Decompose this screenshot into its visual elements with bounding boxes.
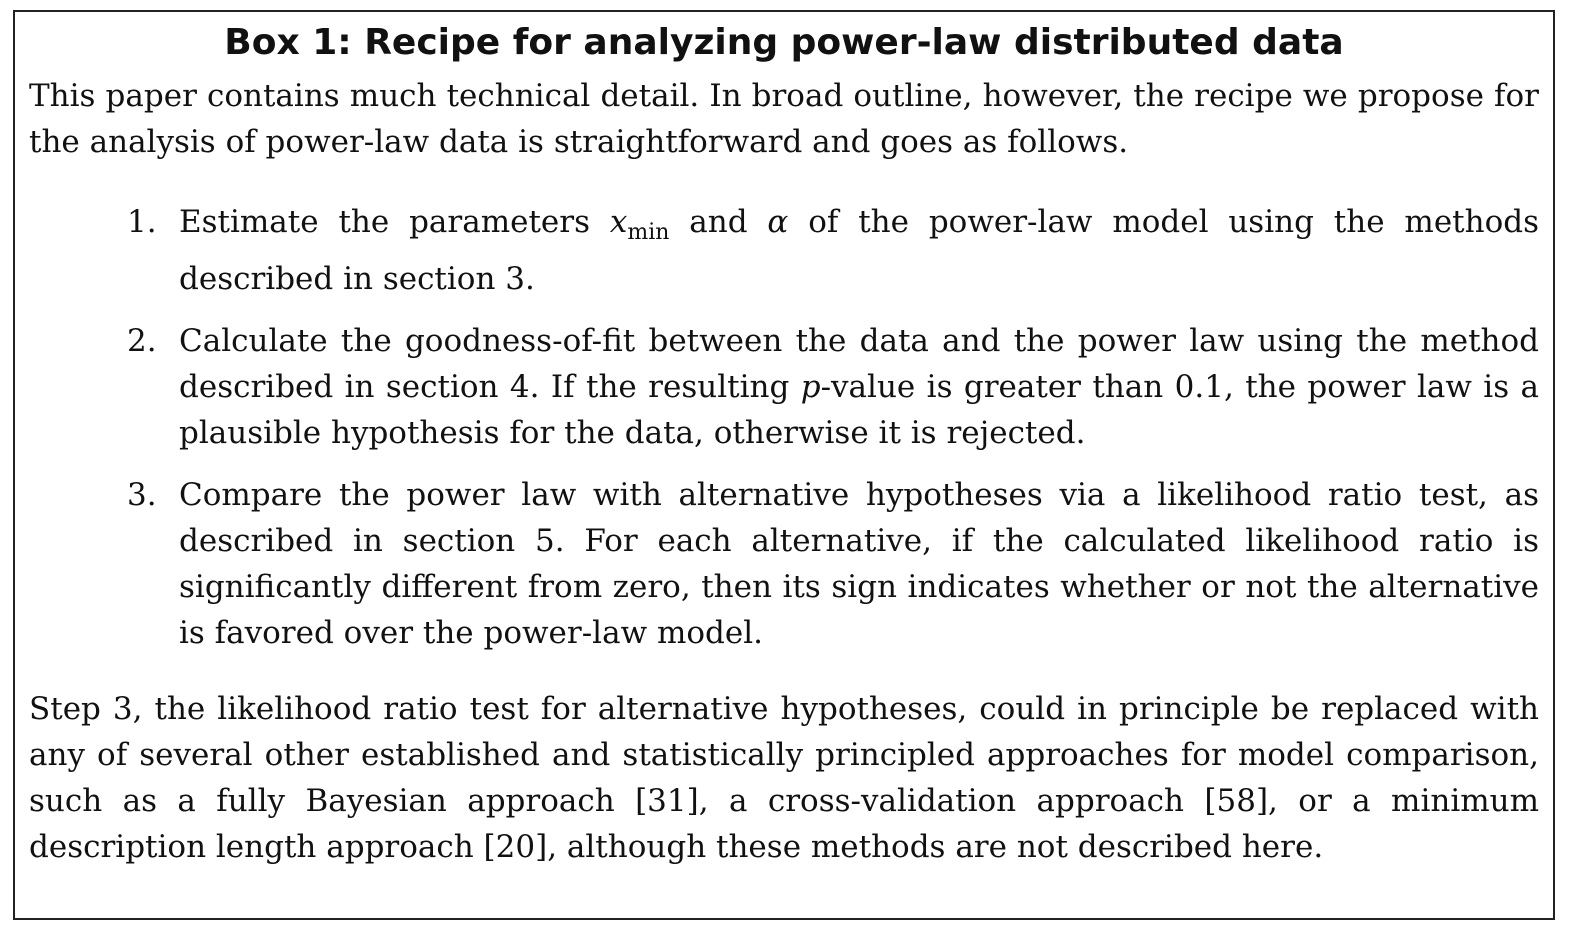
intro-paragraph: This paper contains much technical detai… — [29, 78, 1539, 160]
step-text: Calculate the goodness-of-fit between th… — [179, 318, 1539, 456]
step-text-segment: of the power-law model using the methods… — [179, 204, 1540, 297]
xmin-subscript: min — [627, 220, 670, 245]
list-item: 3. Compare the power law with alternativ… — [29, 472, 1539, 656]
step-text-segment: Estimate the parameters — [179, 204, 610, 240]
p-symbol: p — [800, 369, 821, 405]
step-number: 3. — [127, 477, 157, 513]
recipe-box: Box 1: Recipe for analyzing power-law di… — [13, 10, 1555, 920]
step-text: Estimate the parameters xmin and α of th… — [179, 199, 1539, 302]
xmin-variable: x — [609, 204, 628, 240]
step-text-segment: Calculate the goodness-of-fit between th… — [179, 323, 1539, 405]
list-item: 1. Estimate the parameters xmin and α of… — [29, 199, 1539, 302]
step-text: Compare the power law with alternative h… — [179, 477, 1539, 651]
closing-paragraph: Step 3, the likelihood ratio test for al… — [29, 691, 1539, 865]
alpha-symbol: α — [767, 204, 789, 240]
list-item: 2. Calculate the goodness-of-fit between… — [29, 318, 1539, 456]
step-number: 1. — [127, 204, 157, 240]
step-number: 2. — [127, 323, 157, 359]
steps-list: 1. Estimate the parameters xmin and α of… — [29, 199, 1539, 656]
step-text-segment: -value is greater than 0.1, the power la… — [179, 369, 1539, 451]
box-title: Box 1: Recipe for analyzing power-law di… — [224, 22, 1344, 63]
step-text-segment: and — [669, 204, 768, 240]
xmin-symbol: xmin — [609, 204, 670, 245]
